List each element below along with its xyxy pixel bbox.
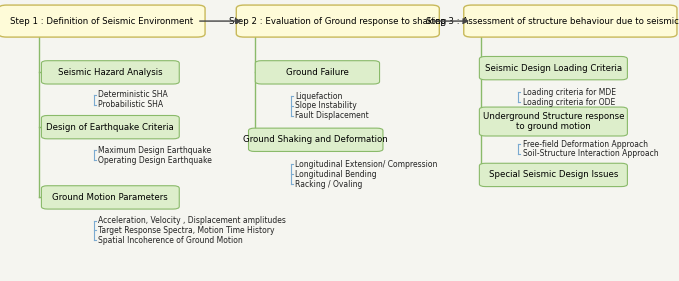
Text: Ground Shaking and Deformation: Ground Shaking and Deformation — [243, 135, 388, 144]
Text: Design of Earthquake Criteria: Design of Earthquake Criteria — [46, 123, 175, 132]
FancyBboxPatch shape — [464, 5, 677, 37]
Text: Probabilistic SHA: Probabilistic SHA — [98, 100, 164, 109]
FancyBboxPatch shape — [255, 61, 380, 84]
Text: Step 1 : Definition of Seismic Environment: Step 1 : Definition of Seismic Environme… — [10, 17, 194, 26]
Text: Deterministic SHA: Deterministic SHA — [98, 90, 168, 99]
FancyBboxPatch shape — [41, 186, 179, 209]
Text: Loading criteria for MDE: Loading criteria for MDE — [523, 88, 616, 97]
Text: Special Seismic Design Issues: Special Seismic Design Issues — [489, 170, 618, 180]
Text: Soil-Structure Interaction Approach: Soil-Structure Interaction Approach — [523, 149, 659, 158]
Text: Seismic Design Loading Criteria: Seismic Design Loading Criteria — [485, 64, 622, 73]
Text: Step 2 : Evaluation of Ground response to shaking: Step 2 : Evaluation of Ground response t… — [230, 17, 446, 26]
FancyBboxPatch shape — [479, 163, 627, 187]
Text: Loading criteria for ODE: Loading criteria for ODE — [523, 98, 615, 106]
Text: Slope Instability: Slope Instability — [295, 101, 357, 110]
Text: Operating Design Earthquake: Operating Design Earthquake — [98, 156, 213, 165]
Text: Free-field Deformation Approach: Free-field Deformation Approach — [523, 140, 648, 149]
FancyBboxPatch shape — [41, 115, 179, 139]
FancyBboxPatch shape — [479, 56, 627, 80]
Text: Ground Failure: Ground Failure — [286, 68, 349, 77]
Text: Racking / Ovaling: Racking / Ovaling — [295, 180, 363, 189]
Text: Liquefaction: Liquefaction — [295, 92, 343, 101]
Text: Longitudinal Extension/ Compression: Longitudinal Extension/ Compression — [295, 160, 438, 169]
Text: Fault Displacement: Fault Displacement — [295, 111, 369, 120]
FancyBboxPatch shape — [0, 5, 205, 37]
Text: Spatial Incoherence of Ground Motion: Spatial Incoherence of Ground Motion — [98, 236, 243, 245]
Text: Target Response Spectra, Motion Time History: Target Response Spectra, Motion Time His… — [98, 226, 275, 235]
Text: Acceleration, Velocity , Displacement amplitudes: Acceleration, Velocity , Displacement am… — [98, 216, 287, 225]
Text: Underground Structure response
to ground motion: Underground Structure response to ground… — [483, 112, 624, 131]
FancyBboxPatch shape — [41, 61, 179, 84]
Text: Longitudinal Bending: Longitudinal Bending — [295, 170, 377, 179]
FancyBboxPatch shape — [249, 128, 383, 151]
FancyBboxPatch shape — [236, 5, 439, 37]
Text: Step 3 : Assessment of structure behaviour due to seismic shaking: Step 3 : Assessment of structure behavio… — [426, 17, 679, 26]
Text: Seismic Hazard Analysis: Seismic Hazard Analysis — [58, 68, 163, 77]
Text: Ground Motion Parameters: Ground Motion Parameters — [52, 193, 168, 202]
FancyBboxPatch shape — [479, 107, 627, 136]
Text: Maximum Design Earthquake: Maximum Design Earthquake — [98, 146, 212, 155]
